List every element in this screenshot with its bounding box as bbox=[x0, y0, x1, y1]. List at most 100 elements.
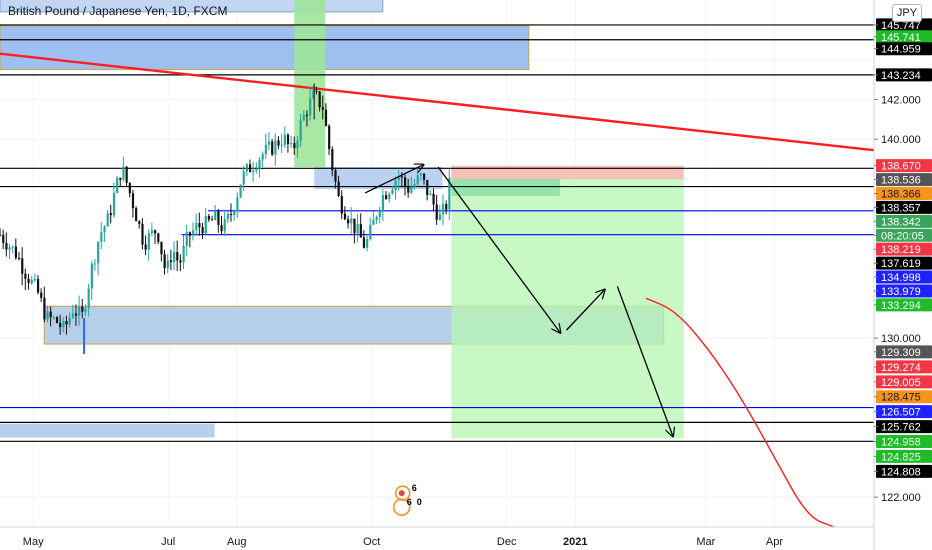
candle-body bbox=[378, 209, 381, 218]
candle-body bbox=[169, 260, 173, 263]
candle-body bbox=[252, 170, 255, 173]
candle-body bbox=[432, 193, 435, 205]
price-label-bg bbox=[876, 298, 932, 312]
candle-body bbox=[17, 257, 21, 259]
candle-body bbox=[210, 219, 214, 221]
candle-body bbox=[394, 180, 397, 190]
price-label: 129.274 bbox=[874, 360, 932, 374]
candle-body bbox=[24, 273, 27, 279]
price-label-text: 124.808 bbox=[881, 466, 921, 478]
price-label-text: 129.274 bbox=[881, 362, 921, 374]
candle-body bbox=[154, 230, 157, 234]
position-stop-zone bbox=[451, 165, 684, 179]
candle-body bbox=[375, 217, 378, 220]
candle-body bbox=[296, 140, 299, 149]
candle-body bbox=[185, 232, 188, 246]
candle-body bbox=[302, 114, 305, 121]
candle-body bbox=[388, 193, 391, 199]
candle-body bbox=[381, 195, 385, 210]
zone-rect bbox=[0, 423, 215, 438]
zone-rect bbox=[0, 0, 384, 13]
price-label-text: 140.000 bbox=[881, 134, 921, 146]
price-label: 133.979 bbox=[874, 284, 932, 298]
candle-body bbox=[233, 211, 236, 216]
candle-body bbox=[68, 317, 71, 325]
candle-body bbox=[131, 193, 135, 209]
price-label-text: 124.825 bbox=[881, 451, 921, 463]
chart-title: British Pound / Japanese Yen, 1D, FXCM bbox=[8, 4, 228, 18]
candle-body bbox=[274, 140, 277, 155]
candle-body bbox=[11, 246, 14, 248]
candle-body bbox=[255, 168, 258, 171]
candle-body bbox=[353, 218, 356, 234]
candle-body bbox=[188, 232, 192, 236]
price-label-text: 145.747 bbox=[881, 20, 921, 32]
price-label-bg bbox=[876, 490, 932, 504]
candle-body bbox=[391, 189, 394, 194]
price-label-text: 142.000 bbox=[881, 94, 921, 106]
price-label: 145.741 bbox=[874, 30, 932, 44]
price-label: 124.958 bbox=[874, 434, 932, 448]
candle-body bbox=[410, 187, 413, 193]
price-label-bg bbox=[876, 242, 932, 256]
candle-body bbox=[166, 260, 169, 269]
price-label: 124.808 bbox=[874, 464, 932, 478]
candle-body bbox=[52, 317, 55, 319]
price-label-bg bbox=[876, 390, 932, 404]
price-label-bg bbox=[876, 449, 932, 463]
candle-body bbox=[321, 107, 324, 110]
candle-body bbox=[8, 247, 11, 250]
position-entry-box bbox=[451, 178, 560, 196]
candle-body bbox=[258, 159, 261, 169]
candle-body bbox=[448, 177, 451, 210]
price-label-bg bbox=[876, 173, 932, 187]
candle-body bbox=[441, 204, 445, 215]
price-label-text: 138.536 bbox=[881, 175, 921, 187]
candle-body bbox=[43, 297, 46, 320]
price-label-text: 138.366 bbox=[881, 188, 921, 200]
candle-body bbox=[135, 208, 138, 222]
currency-badge[interactable]: JPY bbox=[892, 4, 922, 22]
candle-body bbox=[40, 292, 43, 298]
price-label: 138.366 bbox=[874, 186, 932, 200]
price-label: 138.342 bbox=[874, 214, 932, 228]
candle-body bbox=[372, 219, 375, 225]
price-label: 129.005 bbox=[874, 375, 932, 389]
price-label-bg bbox=[876, 30, 932, 44]
candle-body bbox=[220, 224, 223, 232]
candle-body bbox=[280, 144, 283, 146]
candle-body bbox=[283, 134, 286, 145]
price-label: 138.357 bbox=[874, 200, 932, 214]
x-tick-label: Apr bbox=[766, 536, 783, 548]
candle-body bbox=[204, 215, 207, 234]
price-label-bg bbox=[876, 284, 932, 298]
price-label-text: 137.619 bbox=[881, 258, 921, 270]
candle-body bbox=[46, 311, 49, 320]
candle-body bbox=[90, 263, 93, 289]
candle-body bbox=[103, 226, 106, 233]
candle-body bbox=[217, 211, 220, 225]
candle-body bbox=[359, 224, 362, 238]
price-label-bg bbox=[876, 405, 932, 419]
candle-body bbox=[65, 320, 68, 325]
logo-digit: 6 bbox=[407, 497, 412, 507]
candle-body bbox=[435, 204, 438, 220]
price-label-bg bbox=[876, 345, 932, 359]
price-label: 143.234 bbox=[874, 68, 932, 82]
candle-body bbox=[245, 164, 248, 172]
price-label-text: 138.342 bbox=[881, 216, 921, 228]
price-label-text: 134.998 bbox=[881, 272, 921, 284]
candle-body bbox=[55, 317, 59, 323]
candle-body bbox=[229, 214, 233, 216]
candle-body bbox=[106, 213, 109, 227]
candle-body bbox=[192, 230, 195, 236]
price-label: 129.309 bbox=[874, 345, 932, 359]
price-label-bg bbox=[876, 434, 932, 448]
projection-arrow bbox=[437, 166, 560, 332]
x-tick-label: Dec bbox=[497, 536, 517, 548]
candle-body bbox=[141, 223, 144, 245]
candle-body bbox=[356, 224, 359, 234]
candle-body bbox=[62, 320, 65, 328]
candle-body bbox=[78, 306, 81, 316]
